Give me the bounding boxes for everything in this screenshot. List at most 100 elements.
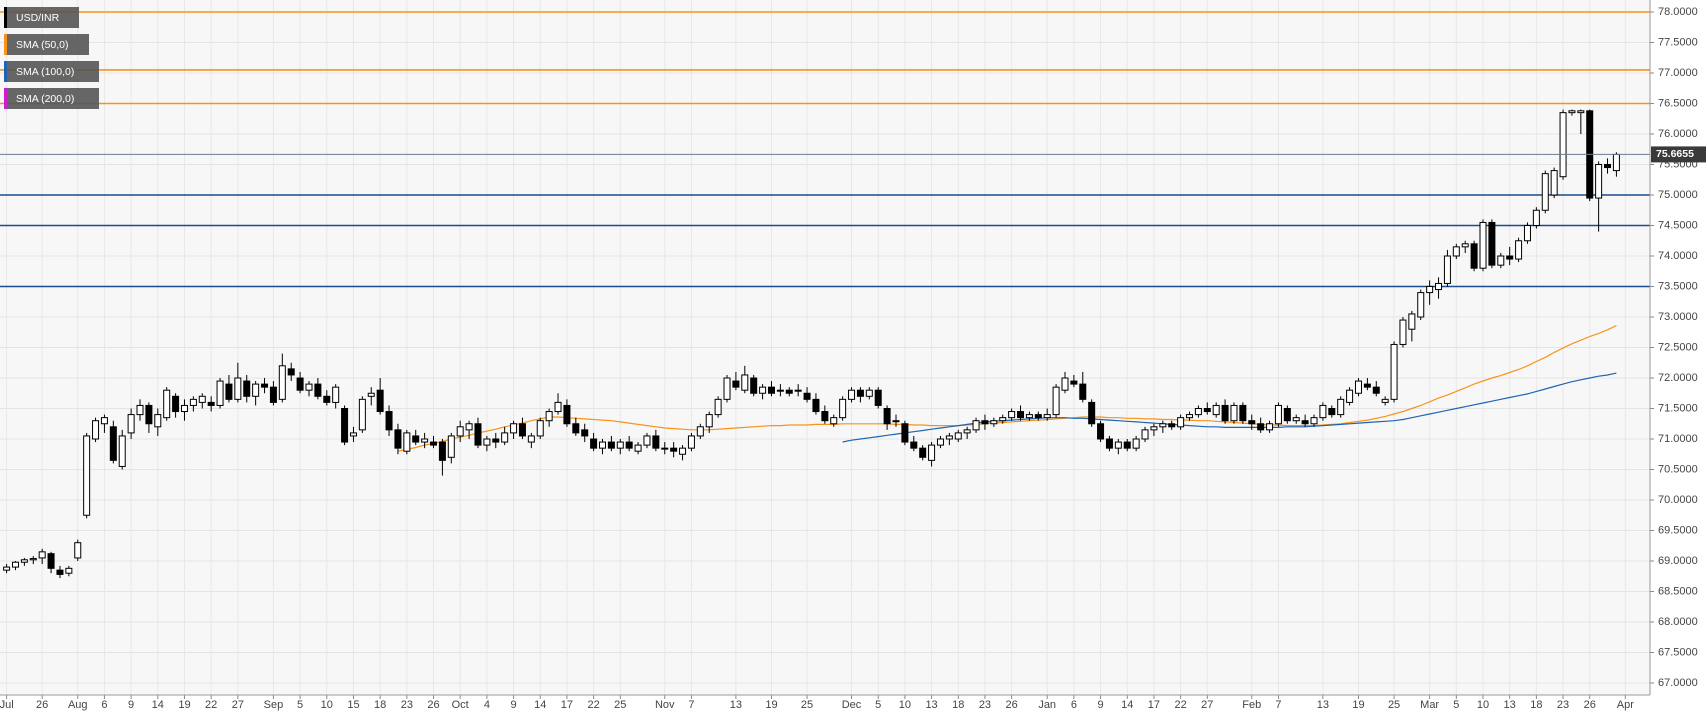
candle-body bbox=[412, 435, 420, 443]
candle-body bbox=[767, 386, 775, 394]
x-tick-label: 13 bbox=[925, 699, 937, 711]
marks bbox=[0, 11, 1650, 579]
candle-body bbox=[1390, 343, 1398, 400]
candle-body bbox=[278, 365, 286, 400]
y-tick-label: 78.0000 bbox=[1658, 6, 1698, 18]
candle-body bbox=[323, 395, 331, 403]
candle-body bbox=[3, 566, 11, 571]
candle-body bbox=[100, 417, 108, 425]
legend-label: SMA (100,0) bbox=[16, 66, 74, 78]
candle-body bbox=[269, 386, 277, 403]
candle-body bbox=[661, 447, 669, 450]
candle-body bbox=[314, 383, 322, 397]
candle-body bbox=[447, 435, 455, 458]
candle-body bbox=[1257, 423, 1265, 431]
candle-body bbox=[367, 392, 375, 397]
candle-body bbox=[83, 435, 91, 516]
candle-body bbox=[607, 441, 615, 449]
y-tick-label: 76.5000 bbox=[1658, 97, 1698, 109]
candle-body bbox=[714, 398, 722, 416]
candle-body bbox=[501, 432, 509, 443]
x-tick-label: 23 bbox=[1557, 699, 1569, 711]
candle-body bbox=[545, 411, 553, 422]
candle-body bbox=[252, 383, 260, 397]
candle-body bbox=[1515, 240, 1523, 260]
candle-body bbox=[163, 389, 171, 419]
x-tick-label: Jan bbox=[1038, 699, 1056, 711]
candle-body bbox=[1150, 426, 1158, 431]
x-tick-label: 14 bbox=[534, 699, 546, 711]
candle-body bbox=[1132, 438, 1140, 449]
candle-body bbox=[1595, 164, 1603, 199]
legend: USD/INR SMA (50,0) SMA (100,0) SMA (200,0) bbox=[4, 7, 99, 109]
candle-body bbox=[536, 420, 544, 437]
candle-body bbox=[1034, 414, 1042, 419]
candle-body bbox=[803, 392, 811, 400]
x-tick-label: Mar bbox=[1420, 699, 1439, 711]
candle-body bbox=[812, 398, 820, 413]
candle-body bbox=[1097, 423, 1105, 440]
candle-body bbox=[1310, 417, 1318, 425]
candle-body bbox=[634, 444, 642, 452]
candle-body bbox=[590, 438, 598, 449]
candle-body bbox=[1266, 423, 1274, 431]
candle-body bbox=[741, 374, 749, 391]
legend-box bbox=[4, 88, 99, 109]
y-tick-label: 77.0000 bbox=[1658, 67, 1698, 79]
candle-body bbox=[385, 411, 393, 431]
x-tick-label: 9 bbox=[1097, 699, 1103, 711]
candle-body bbox=[1426, 286, 1434, 294]
legend-label: USD/INR bbox=[16, 12, 60, 24]
legend-swatch bbox=[4, 61, 7, 82]
candle-body bbox=[901, 423, 909, 443]
candle-body bbox=[74, 542, 82, 559]
candle-body bbox=[1381, 398, 1389, 403]
candle-body bbox=[1461, 243, 1469, 248]
y-tick-label: 73.0000 bbox=[1658, 311, 1698, 323]
candle-body bbox=[465, 423, 473, 431]
x-tick-label: 19 bbox=[765, 699, 777, 711]
candle-body bbox=[1159, 423, 1167, 428]
candle-body bbox=[919, 447, 927, 458]
candle-body bbox=[1203, 408, 1211, 413]
candle-body bbox=[1354, 380, 1362, 394]
candle-body bbox=[1008, 411, 1016, 419]
candle-body bbox=[1114, 441, 1122, 449]
candle-body bbox=[1417, 292, 1425, 318]
x-tick-label: Sep bbox=[264, 699, 284, 711]
candle-body bbox=[518, 423, 526, 437]
candle-body bbox=[839, 398, 847, 419]
candle-body bbox=[1239, 404, 1247, 422]
candle-body bbox=[625, 441, 633, 449]
candle-body bbox=[1612, 153, 1620, 172]
y-tick-label: 74.0000 bbox=[1658, 250, 1698, 262]
candle-body bbox=[358, 398, 366, 431]
candle-body bbox=[1283, 408, 1291, 422]
x-tick-label: 4 bbox=[484, 699, 490, 711]
candle-body bbox=[1452, 246, 1460, 257]
y-tick-label: 73.5000 bbox=[1658, 280, 1698, 292]
x-tick-label: 23 bbox=[979, 699, 991, 711]
x-tick-label: Apr bbox=[1617, 699, 1634, 711]
candle-body bbox=[296, 377, 304, 391]
y-tick-label: 74.5000 bbox=[1658, 219, 1698, 231]
legend-swatch bbox=[4, 34, 7, 55]
candle-body bbox=[1025, 414, 1033, 419]
candle-body bbox=[776, 389, 784, 392]
candle-body bbox=[376, 389, 384, 413]
candle-body bbox=[261, 383, 269, 388]
candle-body bbox=[936, 438, 944, 446]
x-tick-label: 7 bbox=[1275, 699, 1281, 711]
legend-box bbox=[4, 34, 89, 55]
candle-body bbox=[109, 426, 117, 461]
candle-body bbox=[1043, 414, 1051, 419]
candle-body bbox=[1292, 417, 1300, 422]
y-tick-label: 68.0000 bbox=[1658, 616, 1698, 628]
candle-body bbox=[154, 414, 162, 428]
legend-swatch bbox=[4, 88, 7, 109]
candle-body bbox=[945, 435, 953, 440]
y-tick-label: 67.5000 bbox=[1658, 646, 1698, 658]
y-tick-label: 72.5000 bbox=[1658, 341, 1698, 353]
x-tick-label: 13 bbox=[1504, 699, 1516, 711]
candle-body bbox=[1506, 255, 1514, 260]
